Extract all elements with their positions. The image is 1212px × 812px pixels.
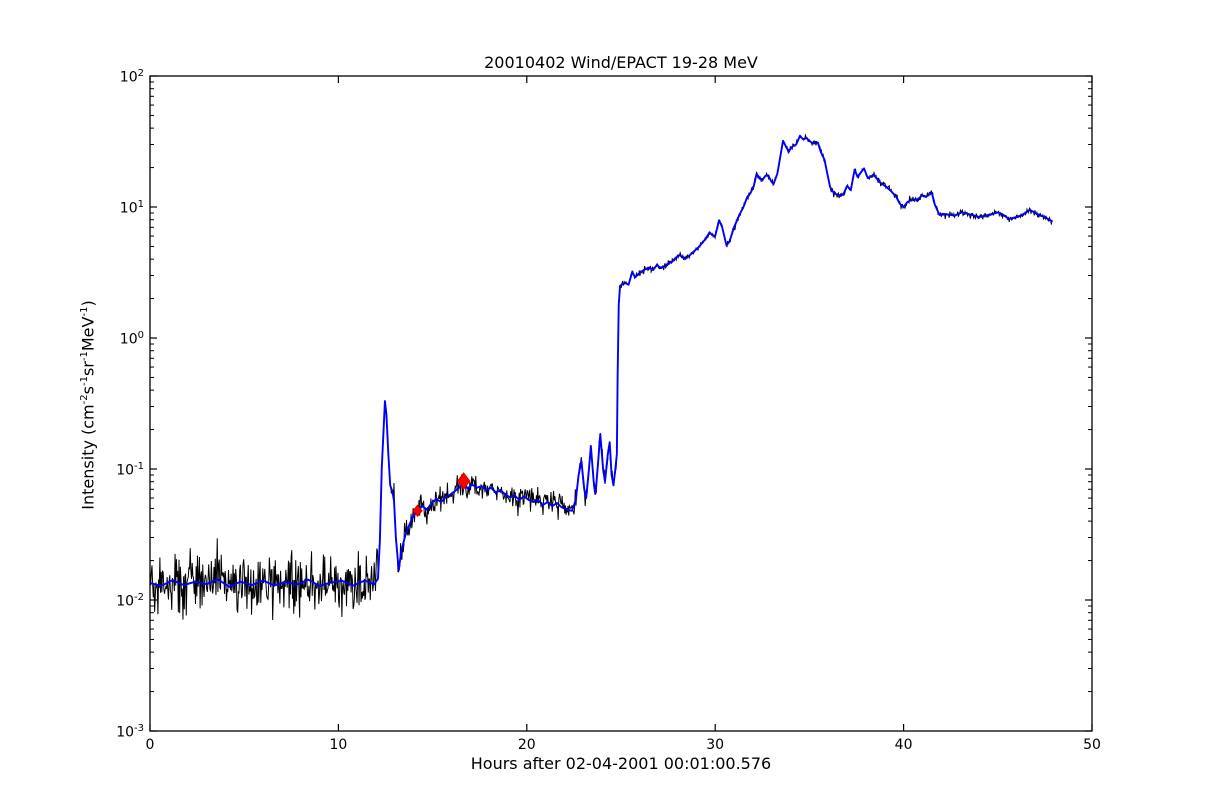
x-tick-label: 0 <box>145 737 155 753</box>
raw-flux-curve <box>149 133 1053 620</box>
y-tick-label: 10-1 <box>116 461 144 479</box>
event-marker-diamond <box>457 472 471 490</box>
x-tick-label: 40 <box>894 737 913 753</box>
x-tick-label: 50 <box>1083 737 1101 753</box>
y-tick-label: 10-2 <box>116 592 144 610</box>
event-marker-diamond <box>412 504 423 518</box>
chart-title: 20010402 Wind/EPACT 19-28 MeV <box>484 53 758 72</box>
smoothed-flux-curve <box>149 134 1053 588</box>
y-tick-label: 102 <box>119 68 144 86</box>
y-label-superscript: -1 <box>79 306 91 317</box>
y-label-text: sr <box>78 361 98 377</box>
y-label-superscript: -1 <box>79 351 91 362</box>
axes-frame <box>149 75 1093 732</box>
y-label-text: ) <box>78 300 98 307</box>
x-axis-label: Hours after 02-04-2001 00:01:00.576 <box>470 754 772 773</box>
x-tick-label: 10 <box>329 737 348 753</box>
y-label-superscript: -1 <box>79 376 91 387</box>
x-tick-label: 20 <box>517 737 536 753</box>
y-tick-label: 101 <box>119 199 144 217</box>
y-tick-label: 100 <box>119 330 144 348</box>
y-tick-label: 10-3 <box>116 723 144 741</box>
x-tick-label: 30 <box>706 737 725 753</box>
y-label-text: s <box>78 386 98 395</box>
y-label-superscript: -2 <box>79 394 91 405</box>
